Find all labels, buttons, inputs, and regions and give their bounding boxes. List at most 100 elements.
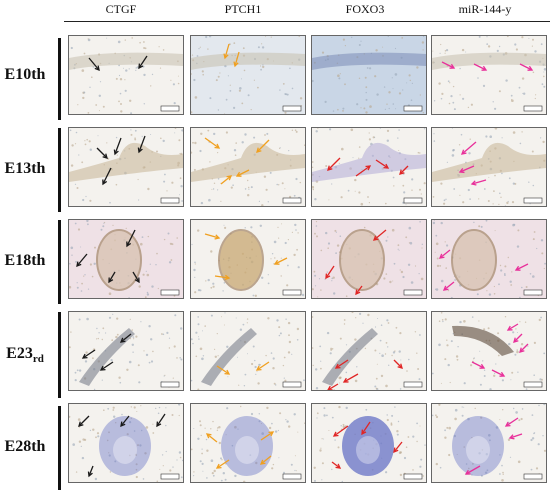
- arrow-marker: [372, 229, 387, 241]
- arrow-marker: [355, 165, 372, 177]
- panel-background: [432, 312, 546, 390]
- panel-e28-mir: [431, 403, 547, 483]
- panel-e23-mir: [431, 311, 547, 391]
- row-bar-e28: [58, 406, 61, 490]
- panel-e18-mir: [431, 219, 547, 299]
- arrow-marker: [375, 159, 390, 169]
- arrow-marker: [464, 465, 481, 475]
- arrow-marker: [204, 233, 221, 240]
- arrow-marker: [220, 175, 233, 185]
- row-bar-e18: [58, 220, 61, 304]
- follicle: [451, 229, 497, 291]
- column-label-mir: miR-144-y: [458, 2, 512, 16]
- arrow-marker: [508, 433, 523, 440]
- panel-background: [69, 36, 183, 114]
- scale-bar: [282, 289, 302, 296]
- arrow-marker: [519, 343, 529, 353]
- arrow-marker: [458, 165, 475, 174]
- arrow-marker: [504, 417, 519, 427]
- epithelium-band: [432, 52, 546, 70]
- epithelium-band: [312, 52, 426, 70]
- arrow-marker: [470, 179, 487, 186]
- panel-e28-ctgf: [68, 403, 184, 483]
- arrow-marker: [204, 137, 221, 149]
- header-rule: [64, 21, 550, 22]
- epithelium-band: [191, 52, 305, 70]
- panel-e10-foxo3: [311, 35, 427, 115]
- epithelium-band: [69, 52, 183, 70]
- arrow-marker: [441, 61, 456, 69]
- arrow-marker: [355, 285, 363, 296]
- scale-bar: [403, 105, 423, 112]
- arrow-marker: [235, 169, 250, 177]
- arrow-marker: [331, 461, 342, 469]
- panel-e13-foxo3: [311, 127, 427, 207]
- arrow-marker: [393, 359, 403, 369]
- arrow-marker: [460, 141, 477, 155]
- placode-bud: [69, 142, 183, 182]
- arrow-marker: [132, 271, 140, 284]
- panel-e23-ctgf: [68, 311, 184, 391]
- scale-bar: [403, 473, 423, 480]
- panel-background: [432, 404, 546, 482]
- arrow-marker: [137, 135, 146, 154]
- arrow-marker: [99, 361, 114, 371]
- panel-e23-ptch1: [190, 311, 306, 391]
- column-label-ptch1: PTCH1: [224, 2, 262, 16]
- arrow-marker: [88, 57, 100, 72]
- arrow-marker: [120, 415, 130, 428]
- panel-e10-ptch1: [190, 35, 306, 115]
- scale-bar: [282, 197, 302, 204]
- arrow-marker: [256, 139, 270, 153]
- arrow-marker: [514, 263, 529, 271]
- row-label-e10: E10th: [4, 66, 46, 83]
- arrow-marker: [216, 365, 231, 375]
- panel-e13-mir: [431, 127, 547, 207]
- arrow-marker: [113, 137, 122, 156]
- arrow-marker: [491, 369, 506, 377]
- row-label-e18: E18th: [4, 252, 46, 269]
- panel-e18-ctgf: [68, 219, 184, 299]
- arrow-marker: [259, 455, 272, 465]
- follicle-shaft: [322, 328, 378, 386]
- scale-bar: [160, 473, 180, 480]
- arrow-marker: [327, 157, 341, 171]
- placode-bud: [312, 142, 426, 182]
- scale-bar: [523, 473, 543, 480]
- arrow-marker: [473, 63, 488, 71]
- arrow-marker: [260, 431, 275, 441]
- panel-background: [312, 36, 426, 114]
- scale-bar: [403, 289, 423, 296]
- panel-e13-ptch1: [190, 127, 306, 207]
- arrow-marker: [108, 271, 116, 284]
- follicle-bulb: [221, 416, 273, 476]
- follicle-bulb: [99, 416, 151, 476]
- arrow-marker: [78, 415, 90, 427]
- scale-bar: [282, 473, 302, 480]
- panel-e18-foxo3: [311, 219, 427, 299]
- arrow-marker: [76, 253, 88, 268]
- scale-bar: [523, 289, 543, 296]
- arrow-marker: [273, 257, 288, 265]
- scale-bar: [160, 381, 180, 388]
- arrow-marker: [102, 167, 112, 186]
- scale-bar: [160, 197, 180, 204]
- arrow-marker: [126, 229, 136, 248]
- placode-bud: [191, 142, 305, 182]
- arrow-marker: [438, 249, 451, 259]
- scale-bar: [523, 381, 543, 388]
- arrow-marker: [327, 383, 339, 390]
- arrow-marker: [214, 274, 231, 281]
- scale-bar: [403, 197, 423, 204]
- scale-bar: [523, 197, 543, 204]
- follicle-bulb: [452, 416, 504, 476]
- panel-background: [191, 36, 305, 114]
- scale-bar: [282, 105, 302, 112]
- follicle-shaft: [201, 328, 257, 386]
- arrow-marker: [156, 413, 166, 428]
- row-label-e28: E28th: [4, 438, 46, 455]
- scale-bar: [160, 105, 180, 112]
- arrow-marker: [255, 361, 270, 371]
- scale-bar: [523, 105, 543, 112]
